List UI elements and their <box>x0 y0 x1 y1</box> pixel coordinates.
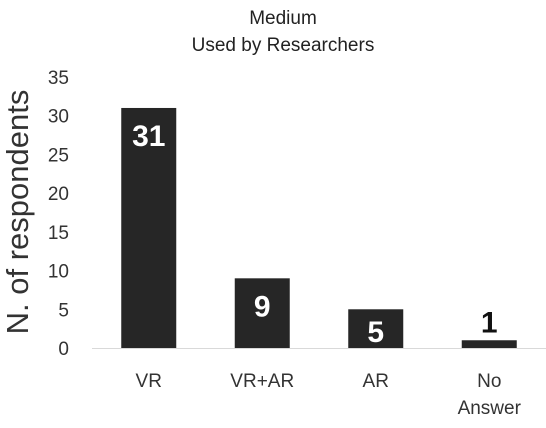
bar <box>461 340 517 348</box>
bars-group <box>121 107 517 348</box>
bar <box>348 309 404 348</box>
y-axis-ticks: 0 5 10 15 20 25 30 35 <box>48 68 69 360</box>
data-label: 5 <box>367 316 384 349</box>
bar <box>121 107 177 348</box>
y-tick-label: 25 <box>48 145 69 166</box>
x-category-label: VR <box>136 371 162 392</box>
data-label: 1 <box>481 306 498 339</box>
chart-subtitle: Used by Researchers <box>192 35 375 56</box>
y-axis-label: N. of respondents <box>0 90 35 335</box>
y-tick-label: 15 <box>48 223 69 244</box>
x-category-label: AR <box>363 371 389 392</box>
y-tick-label: 30 <box>48 107 69 128</box>
data-label: 9 <box>254 290 271 323</box>
y-tick-label: 10 <box>48 262 69 283</box>
y-tick-label: 5 <box>58 300 69 321</box>
chart-title: Medium <box>249 8 317 29</box>
y-tick-label: 35 <box>48 68 69 89</box>
x-axis-labels: VR VR+AR AR No Answer <box>136 371 522 419</box>
x-category-label: No <box>477 371 501 392</box>
y-tick-label: 0 <box>58 339 69 360</box>
x-category-label: Answer <box>458 398 522 419</box>
data-label: 31 <box>132 120 165 153</box>
bar <box>234 278 290 348</box>
data-labels-group: 31 9 5 1 <box>132 120 498 349</box>
x-category-label: VR+AR <box>230 371 294 392</box>
y-tick-label: 20 <box>48 184 69 205</box>
